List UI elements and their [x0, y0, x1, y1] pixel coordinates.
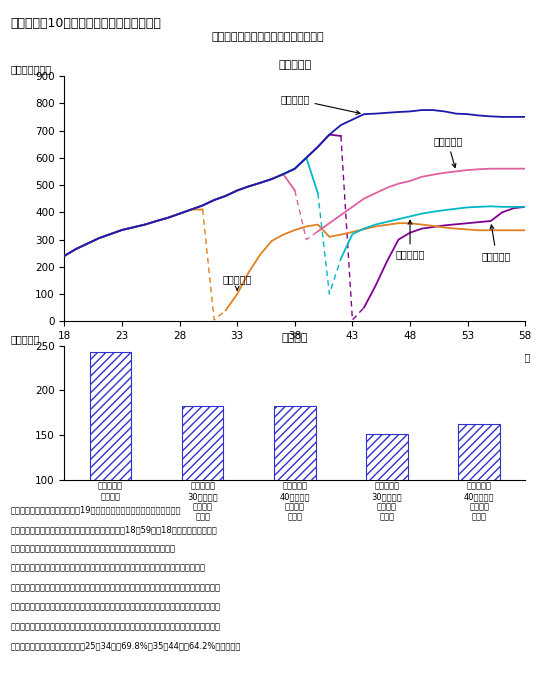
Bar: [366, 433, 408, 480]
Text: いる。データ上、失業と転職は区別されていない。ただし、「労働力調査（詳細: いる。データ上、失業と転職は区別されていない。ただし、「労働力調査（詳細: [11, 603, 221, 612]
Text: 第３－２－10図　失業が賃金に与える影響: 第３－２－10図 失業が賃金に与える影響: [11, 17, 161, 30]
Text: パターン２: パターン２: [433, 136, 463, 167]
Text: （年齢・歳）: （年齢・歳）: [496, 352, 531, 363]
Text: パターン５
40歳で失業
再就職は
非正規: パターン５ 40歳で失業 再就職は 非正規: [464, 482, 494, 522]
Text: 集計）」によると、転職の場合、前の仕事より収入が増えたまたはほぼ同じと回: 集計）」によると、転職の場合、前の仕事より収入が増えたまたはほぼ同じと回: [11, 622, 221, 631]
Text: 所定外給与は勤続年数によらない（年齢のみで決まる）と仮定している。: 所定外給与は勤続年数によらない（年齢のみで決まる）と仮定している。: [11, 564, 206, 573]
Text: ２．前提条件：男性、高校卒、就業年齢は18～59歳、18歳時点では正社員。: ２．前提条件：男性、高校卒、就業年齢は18～59歳、18歳時点では正社員。: [11, 525, 218, 534]
Text: 生涯賃金: 生涯賃金: [281, 333, 308, 343]
Bar: [458, 424, 500, 480]
Text: ３．再就職時点で、その年齢における勤続年数０の賃金からスタートすると仮定して: ３．再就職時点で、その年齢における勤続年数０の賃金からスタートすると仮定して: [11, 583, 221, 592]
Text: パターン１
失業なし: パターン１ 失業なし: [98, 482, 123, 501]
Text: パターン１: パターン１: [280, 94, 360, 115]
Text: パターン５: パターン５: [482, 225, 511, 261]
Text: 失業を経験すると賃金面で大きく不利: 失業を経験すると賃金面で大きく不利: [212, 32, 324, 42]
Text: （年収・万円）: （年収・万円）: [11, 65, 52, 75]
Text: 年齢と年収: 年齢と年収: [278, 61, 311, 70]
Text: パターン２
30歳で失業
再就職は
正社員: パターン２ 30歳で失業 再就職は 正社員: [187, 482, 218, 522]
Text: パターン３
40歳で失業
再就職は
正社員: パターン３ 40歳で失業 再就職は 正社員: [280, 482, 310, 522]
Bar: [90, 352, 131, 480]
Text: （百万円）: （百万円）: [11, 334, 40, 344]
Text: 賃金は、所定内給与、所定外給与、賞与等特別給与の合計。: 賃金は、所定内給与、所定外給与、賞与等特別給与の合計。: [11, 545, 176, 553]
Bar: [274, 406, 316, 480]
Text: パターン４: パターン４: [222, 274, 252, 290]
Bar: [182, 406, 224, 480]
Text: （備考）１．厚生労働省「平成19年賃金構造基本統計調査」により作成。: （備考）１．厚生労働省「平成19年賃金構造基本統計調査」により作成。: [11, 506, 181, 515]
Text: パターン３: パターン３: [396, 220, 425, 260]
Text: パターン４
30歳で失業
再就職は
非正規: パターン４ 30歳で失業 再就職は 非正規: [371, 482, 403, 522]
Text: 答している割合は、25～34歳で69.8%、35～44歳で64.2%に達する。: 答している割合は、25～34歳で69.8%、35～44歳で64.2%に達する。: [11, 641, 241, 650]
